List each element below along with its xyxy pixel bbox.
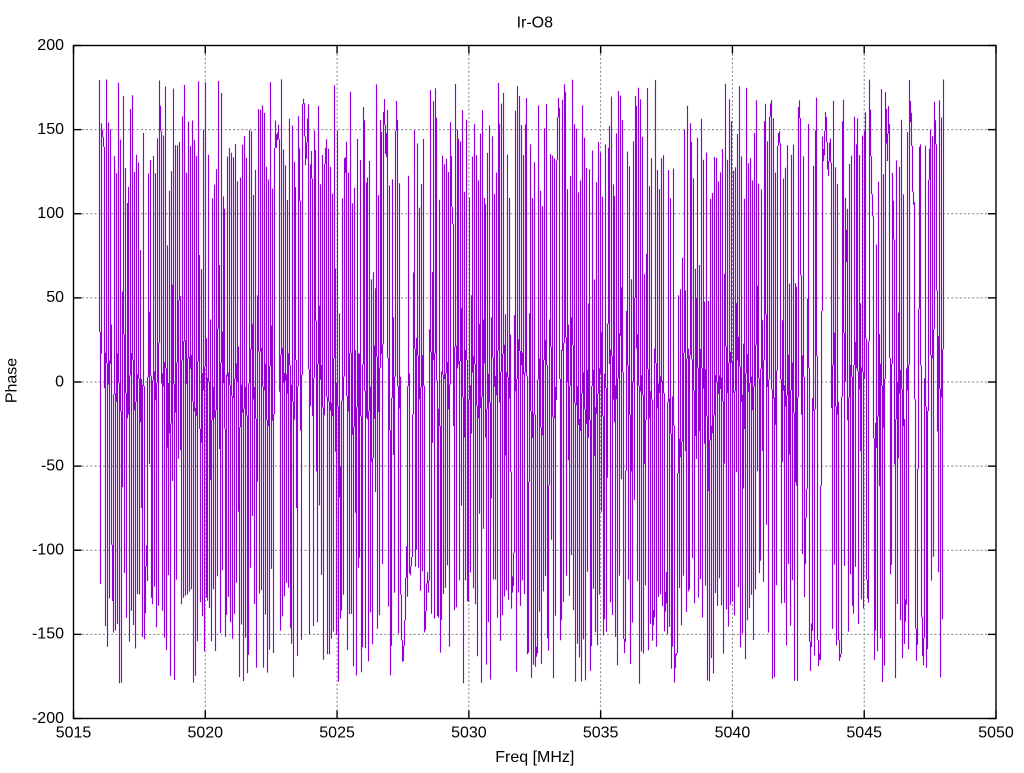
svg-text:-150: -150	[32, 626, 64, 643]
svg-text:50: 50	[46, 289, 64, 306]
svg-text:0: 0	[55, 373, 64, 390]
svg-text:150: 150	[37, 121, 64, 138]
svg-text:5035: 5035	[583, 725, 619, 742]
svg-text:Phase: Phase	[3, 358, 20, 403]
svg-text:-100: -100	[32, 542, 64, 559]
svg-text:5040: 5040	[715, 725, 751, 742]
svg-text:5015: 5015	[56, 725, 92, 742]
svg-text:Ir-O8: Ir-O8	[517, 14, 554, 31]
svg-text:5020: 5020	[187, 725, 223, 742]
svg-text:5050: 5050	[978, 725, 1014, 742]
svg-text:-200: -200	[32, 710, 64, 727]
svg-text:5025: 5025	[319, 725, 355, 742]
svg-text:-50: -50	[41, 457, 64, 474]
svg-text:5030: 5030	[451, 725, 487, 742]
svg-text:5045: 5045	[846, 725, 882, 742]
svg-text:100: 100	[37, 205, 64, 222]
svg-text:Freq [MHz]: Freq [MHz]	[495, 749, 574, 766]
svg-text:200: 200	[37, 37, 64, 54]
